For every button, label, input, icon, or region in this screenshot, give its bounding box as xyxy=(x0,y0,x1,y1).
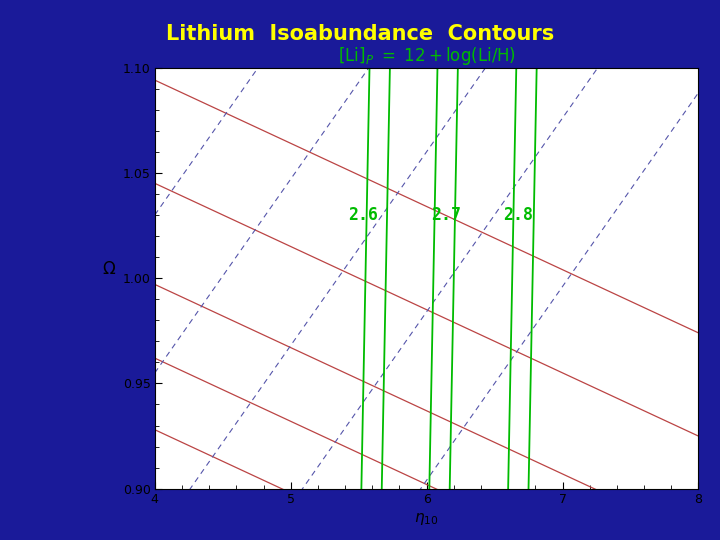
Text: 2.8: 2.8 xyxy=(503,206,533,224)
Text: 2.7: 2.7 xyxy=(431,206,461,224)
Text: Lithium  Isoabundance  Contours: Lithium Isoabundance Contours xyxy=(166,24,554,44)
Title: $[\mathrm{Li}]_P\ =\ 12 + \log(\mathrm{Li/H})$: $[\mathrm{Li}]_P\ =\ 12 + \log(\mathrm{L… xyxy=(338,45,516,66)
X-axis label: $\eta_{10}$: $\eta_{10}$ xyxy=(414,511,439,528)
Text: 2.6: 2.6 xyxy=(348,206,378,224)
Y-axis label: $\Omega$: $\Omega$ xyxy=(102,260,116,278)
